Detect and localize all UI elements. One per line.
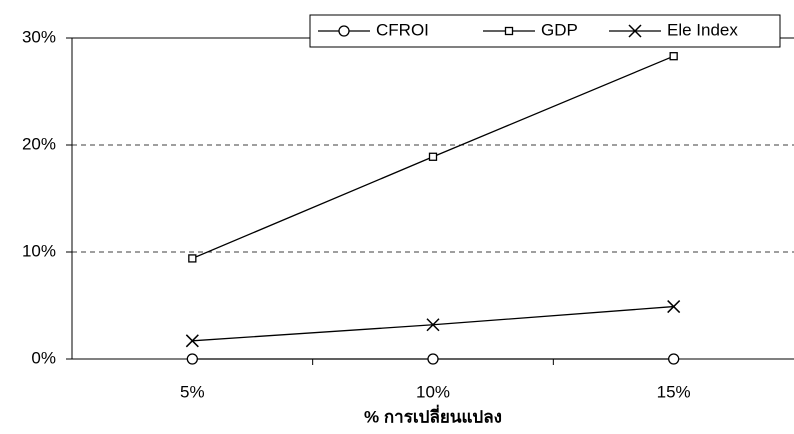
- legend-label: GDP: [541, 20, 578, 39]
- data-point: [185, 334, 199, 348]
- legend-label: Ele Index: [667, 20, 738, 39]
- x-tick-label: 5%: [180, 382, 205, 401]
- x-axis-label: % การเปลี่ยนแปลง: [364, 404, 502, 426]
- data-point: [428, 152, 438, 161]
- legend-label: CFROI: [376, 20, 429, 39]
- legend-marker: [504, 26, 514, 36]
- series-line: [192, 305, 674, 342]
- y-tick-label: 20%: [22, 134, 56, 153]
- y-tick-label: 10%: [22, 241, 56, 260]
- data-point: [668, 353, 680, 365]
- legend-marker: [628, 24, 642, 38]
- y-tick-label: 30%: [22, 27, 56, 46]
- x-tick-label: 15%: [657, 382, 691, 401]
- data-point: [186, 353, 198, 365]
- y-tick-label: 0%: [31, 348, 56, 367]
- data-point: [426, 318, 440, 332]
- legend-box: [309, 14, 781, 48]
- data-point: [427, 353, 439, 365]
- data-point: [667, 300, 681, 314]
- legend-marker: [338, 25, 350, 37]
- x-tick-label: 10%: [416, 382, 450, 401]
- data-point: [669, 52, 678, 61]
- data-point: [188, 254, 197, 263]
